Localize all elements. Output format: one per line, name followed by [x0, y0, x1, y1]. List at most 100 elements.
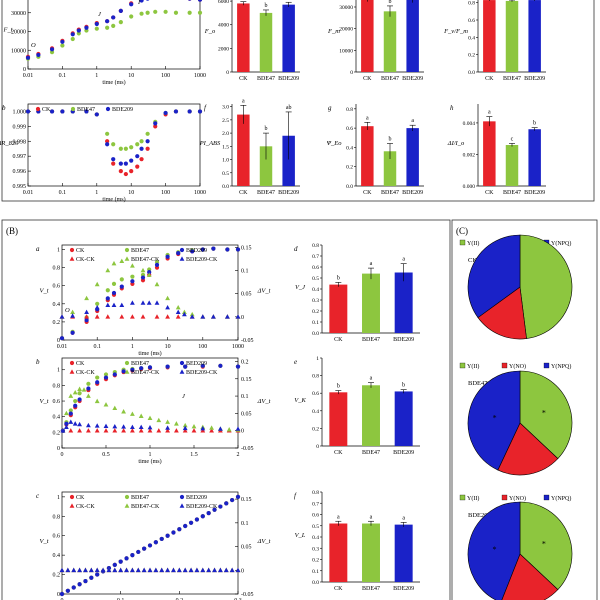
x-tick-label: 0.01 [23, 190, 34, 196]
x-tick-label: 10 [165, 344, 171, 350]
y-tick-label: 0.2 [53, 320, 61, 326]
pie-slice-Y(NPQ) [467, 501, 521, 600]
y-tick-label: 30000 [11, 11, 26, 17]
significance-letter: a [287, 0, 290, 1]
y2-tick-label: 0.05 [241, 411, 252, 417]
data-point [123, 161, 128, 166]
data-point [153, 9, 158, 14]
x-tick-label: BDE47 [381, 76, 399, 82]
data-point [140, 275, 146, 280]
data-point [103, 375, 109, 380]
data-point [68, 393, 74, 398]
y-tick-label: 0.2 [53, 430, 61, 436]
y2-tick-label: 0.15 [241, 377, 252, 383]
x-tick-label: BDE47 [257, 76, 275, 82]
data-point [129, 2, 134, 7]
data-point [119, 284, 124, 289]
data-point [68, 419, 74, 424]
data-point [94, 314, 100, 319]
data-point [191, 428, 197, 433]
significance-letter: a [370, 376, 373, 382]
y-tick-label: 1.0 [222, 158, 229, 164]
series-BED209 [59, 494, 241, 597]
y2-tick-label: 0 [241, 315, 244, 321]
x-tick-label: 10 [128, 190, 134, 196]
legend-marker [124, 360, 130, 366]
y-tick-label: 0.998 [13, 139, 27, 145]
data-point [146, 272, 152, 277]
y-tick-label: 20000 [11, 30, 26, 36]
data-point [95, 380, 100, 385]
legend-label: BDE209-CK [186, 370, 218, 376]
bar-CK [483, 121, 496, 186]
data-point [235, 364, 241, 369]
data-point [140, 267, 146, 273]
data-point [176, 567, 182, 573]
chart-A-d: 0100002000030000aCKbBDE47aBDE209F_m [327, 0, 424, 82]
data-point [59, 336, 65, 341]
y-tick-label: 0.3 [312, 298, 319, 304]
section-b-frame [1, 219, 451, 600]
data-point [70, 330, 75, 335]
legend-marker [124, 494, 130, 500]
bar-BDE47 [362, 523, 380, 582]
data-point [103, 423, 109, 428]
data-point [124, 567, 129, 573]
data-point [173, 10, 179, 15]
y-tick-label: 0 [57, 338, 60, 344]
data-point [83, 567, 88, 573]
data-point [200, 314, 206, 319]
data-point [147, 543, 153, 548]
data-point [94, 112, 99, 117]
data-point [88, 567, 94, 573]
annotation-O: O [65, 307, 70, 314]
panel-letter: h [450, 104, 454, 112]
x-tick-label: 100 [161, 190, 170, 196]
data-point [59, 314, 65, 319]
y-tick-label: 0.0 [222, 184, 229, 190]
data-point [171, 567, 176, 573]
chart-A-f: 0.0 0.5 1.0 1.5 2.0 2.5 3.0 a CK b BDE47 ab BDE209 PI… [199, 98, 300, 196]
data-point [181, 311, 187, 317]
data-point [130, 314, 135, 319]
legend-label: BED209 [186, 248, 207, 254]
y2-tick-label: 0.2 [241, 359, 249, 365]
data-point [111, 281, 117, 287]
bar-CK [361, 0, 374, 72]
y-tick-label: 0.6 [468, 18, 475, 24]
data-point [60, 428, 66, 433]
y2-tick-label: 0.05 [241, 545, 252, 551]
series-BDE209 [25, 0, 203, 60]
data-point [176, 251, 181, 256]
data-point [105, 25, 110, 30]
y-tick-label: 0.002 [463, 152, 476, 158]
data-point [130, 274, 135, 279]
data-point [68, 411, 73, 416]
y-axis-label: V_L [295, 532, 306, 539]
data-point [139, 139, 144, 144]
data-point [182, 428, 188, 433]
legend-label: Y(NO) [509, 363, 526, 370]
y-tick-label: 0.4 [53, 415, 61, 421]
y-tick-label: 0.8 [53, 383, 61, 389]
x-tick-label: 0.3 [234, 598, 242, 600]
legend-marker [179, 360, 185, 366]
panel-letter: f [294, 492, 297, 500]
y-axis-label: V_t [39, 538, 48, 545]
y-tick-label: 2000 [218, 46, 229, 52]
plot-frame [27, 103, 201, 187]
data-point [141, 567, 147, 573]
panel-letter: e [294, 358, 297, 366]
significance-letter: b [265, 126, 268, 132]
panel-letter: a [36, 245, 40, 253]
x-tick-label: 1 [131, 344, 134, 350]
data-point [59, 567, 65, 573]
data-point [105, 288, 110, 293]
x-tick-label: BDE209 [393, 450, 414, 456]
data-point [200, 567, 206, 573]
y-tick-label: 0.6 [53, 284, 61, 290]
y-axis-label: F_v/F_m [443, 28, 468, 35]
section-b-label: (B) [6, 226, 18, 236]
data-point [112, 562, 117, 567]
